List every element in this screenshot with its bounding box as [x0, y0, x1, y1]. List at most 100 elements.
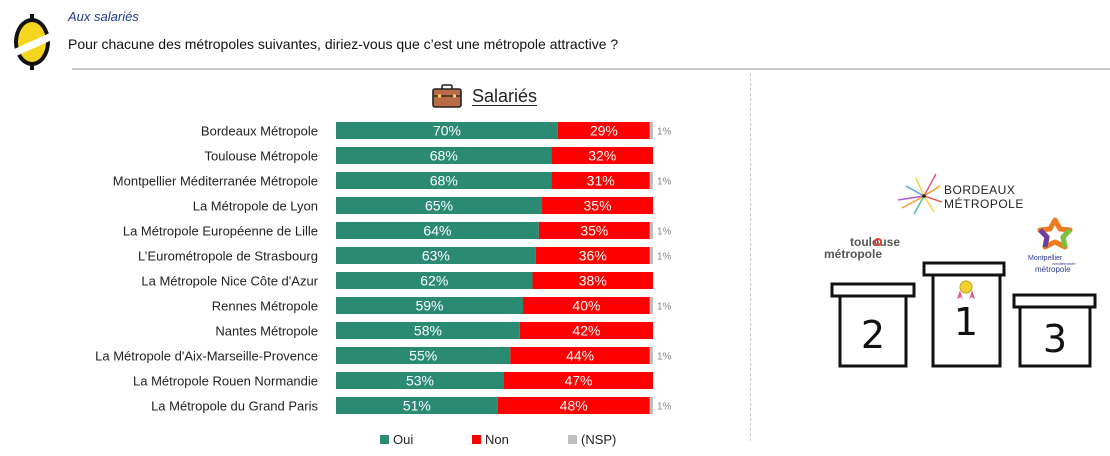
- bordeaux-metropole-logo: BORDEAUX MÉTROPOLE: [897, 173, 1024, 215]
- data-label-non: 29%: [590, 123, 618, 139]
- category-label: Nantes Métropole: [215, 324, 318, 339]
- montpellier-star-icon: [1037, 217, 1073, 250]
- montpellier-metropole-logo: Montpellier méditerranée métropole: [1028, 217, 1076, 274]
- category-label: Toulouse Métropole: [205, 149, 318, 164]
- data-label-non: 42%: [572, 323, 600, 339]
- bar-row: La Métropole d'Aix-Marseille-Provence 55%…: [95, 347, 672, 364]
- bar-segment-nsp: [649, 247, 653, 264]
- data-label-non: 44%: [566, 348, 594, 364]
- bordeaux-logo-line2: MÉTROPOLE: [944, 196, 1024, 211]
- bar-row: La Métropole Rouen Normandie 53% 47%: [133, 372, 653, 389]
- data-label-nsp: 1%: [657, 227, 672, 238]
- bar-segment-oui: [336, 247, 536, 264]
- legend-label-nsp: (NSP): [581, 432, 617, 447]
- bar-row: Rennes Métropole 59% 40% 1%: [212, 297, 672, 314]
- podium-step-1: 1: [922, 261, 1006, 368]
- medal-icon: [957, 280, 975, 300]
- data-label-nsp: 1%: [657, 402, 672, 413]
- data-label-non: 36%: [579, 248, 607, 264]
- bar-row: L’Eurométropole de Strasbourg 63% 36% 1%: [138, 247, 672, 264]
- bar-segment-nsp: [649, 347, 653, 364]
- stacked-bar-chart: Bordeaux Métropole 70% 29% 1% Toulouse Métro…: [95, 122, 672, 414]
- data-label-oui: 65%: [425, 198, 453, 214]
- category-label: Montpellier Méditerranée Métropole: [113, 174, 318, 189]
- bar-row: La Métropole de Lyon 65% 35%: [193, 197, 653, 214]
- brand-logo-icon: [12, 14, 52, 70]
- bar-segment-non: [551, 147, 653, 164]
- bar-segment-oui: [336, 172, 552, 189]
- section-divider: [750, 73, 751, 441]
- podium-rank-1: 1: [954, 300, 978, 344]
- audience-subtitle: Aux salariés: [68, 9, 139, 24]
- data-label-nsp: 1%: [657, 302, 672, 313]
- data-label-oui: 59%: [415, 298, 443, 314]
- data-label-non: 47%: [564, 373, 592, 389]
- toulouse-metropole-logo: toulouse métropole: [824, 235, 900, 261]
- podium-step-2: 2: [830, 282, 916, 368]
- legend-label-non: Non: [485, 432, 509, 447]
- bar-row: Toulouse Métropole 68% 32%: [205, 147, 653, 164]
- category-label: La Métropole Nice Côte d'Azur: [141, 274, 318, 289]
- bar-segment-oui: [336, 397, 498, 414]
- bar-segment-oui: [336, 272, 533, 289]
- montpellier-logo-line1: Montpellier: [1028, 255, 1063, 262]
- category-label: La Métropole d'Aix-Marseille-Provence: [95, 349, 318, 364]
- bar-segment-oui: [336, 372, 505, 389]
- bar-row: La Métropole du Grand Paris 51% 48% 1%: [151, 397, 672, 414]
- montpellier-logo-line2: métropole: [1035, 265, 1071, 274]
- bar-segment-oui: [336, 322, 520, 339]
- legend-swatch-oui: [380, 435, 389, 444]
- data-label-nsp: 1%: [657, 127, 672, 138]
- bar-segment-oui: [336, 197, 543, 214]
- category-label: Rennes Métropole: [212, 299, 318, 314]
- survey-question: Pour chacune des métropoles suivantes, d…: [68, 36, 619, 52]
- legend-swatch-nsp: [568, 435, 577, 444]
- toulouse-logo-line2: métropole: [824, 247, 882, 261]
- bar-segment-non: [497, 397, 650, 414]
- data-label-non: 31%: [587, 173, 615, 189]
- data-label-oui: 62%: [420, 273, 448, 289]
- bar-row: Montpellier Méditerranée Métropole 68% 31%…: [113, 172, 672, 189]
- data-label-oui: 68%: [430, 173, 458, 189]
- bordeaux-logo-line1: BORDEAUX: [944, 183, 1015, 197]
- legend-label-oui: Oui: [393, 432, 414, 447]
- bar-segment-non: [510, 347, 650, 364]
- data-label-non: 48%: [560, 398, 588, 414]
- data-label-nsp: 1%: [657, 352, 672, 363]
- bar-segment-nsp: [649, 222, 653, 239]
- bar-row: Bordeaux Métropole 70% 29% 1%: [201, 122, 672, 139]
- legend-oui: Oui: [380, 432, 413, 447]
- legend-nsp: (NSP): [568, 432, 616, 447]
- bar-segment-oui: [336, 347, 511, 364]
- bar-row: La Métropole Européenne de Lille 64% 35% 1%: [123, 222, 672, 239]
- category-label: La Métropole du Grand Paris: [151, 399, 318, 414]
- category-label: La Métropole de Lyon: [193, 199, 318, 214]
- header-divider: [72, 68, 1110, 70]
- category-label: Bordeaux Métropole: [201, 124, 318, 139]
- bar-segment-oui: [336, 122, 558, 139]
- data-label-oui: 51%: [403, 398, 431, 414]
- bar-row: La Métropole Nice Côte d'Azur 62% 38%: [141, 272, 653, 289]
- bar-segment-nsp: [649, 172, 653, 189]
- bar-segment-oui: [336, 297, 524, 314]
- toulouse-logo-accent-icon: [874, 238, 882, 246]
- bar-segment-non: [535, 247, 650, 264]
- legend-swatch-non: [472, 435, 481, 444]
- podium-rank-2: 2: [861, 313, 885, 357]
- category-label: La Métropole Rouen Normandie: [133, 374, 318, 389]
- bordeaux-burst-icon: [897, 173, 943, 215]
- data-label-oui: 53%: [406, 373, 434, 389]
- data-label-non: 35%: [584, 198, 612, 214]
- podium-step-3: 3: [1012, 293, 1097, 368]
- chart-title-text: Salariés: [472, 85, 538, 106]
- data-label-non: 32%: [588, 148, 616, 164]
- bar-segment-nsp: [649, 397, 653, 414]
- bar-segment-non: [557, 122, 650, 139]
- bar-segment-nsp: [649, 122, 653, 139]
- data-label-nsp: 1%: [657, 177, 672, 188]
- bar-row: Nantes Métropole 58% 42%: [215, 322, 653, 339]
- category-label: La Métropole Européenne de Lille: [123, 224, 318, 239]
- data-label-nsp: 1%: [657, 252, 672, 263]
- bar-segment-non: [551, 172, 650, 189]
- data-label-non: 40%: [572, 298, 600, 314]
